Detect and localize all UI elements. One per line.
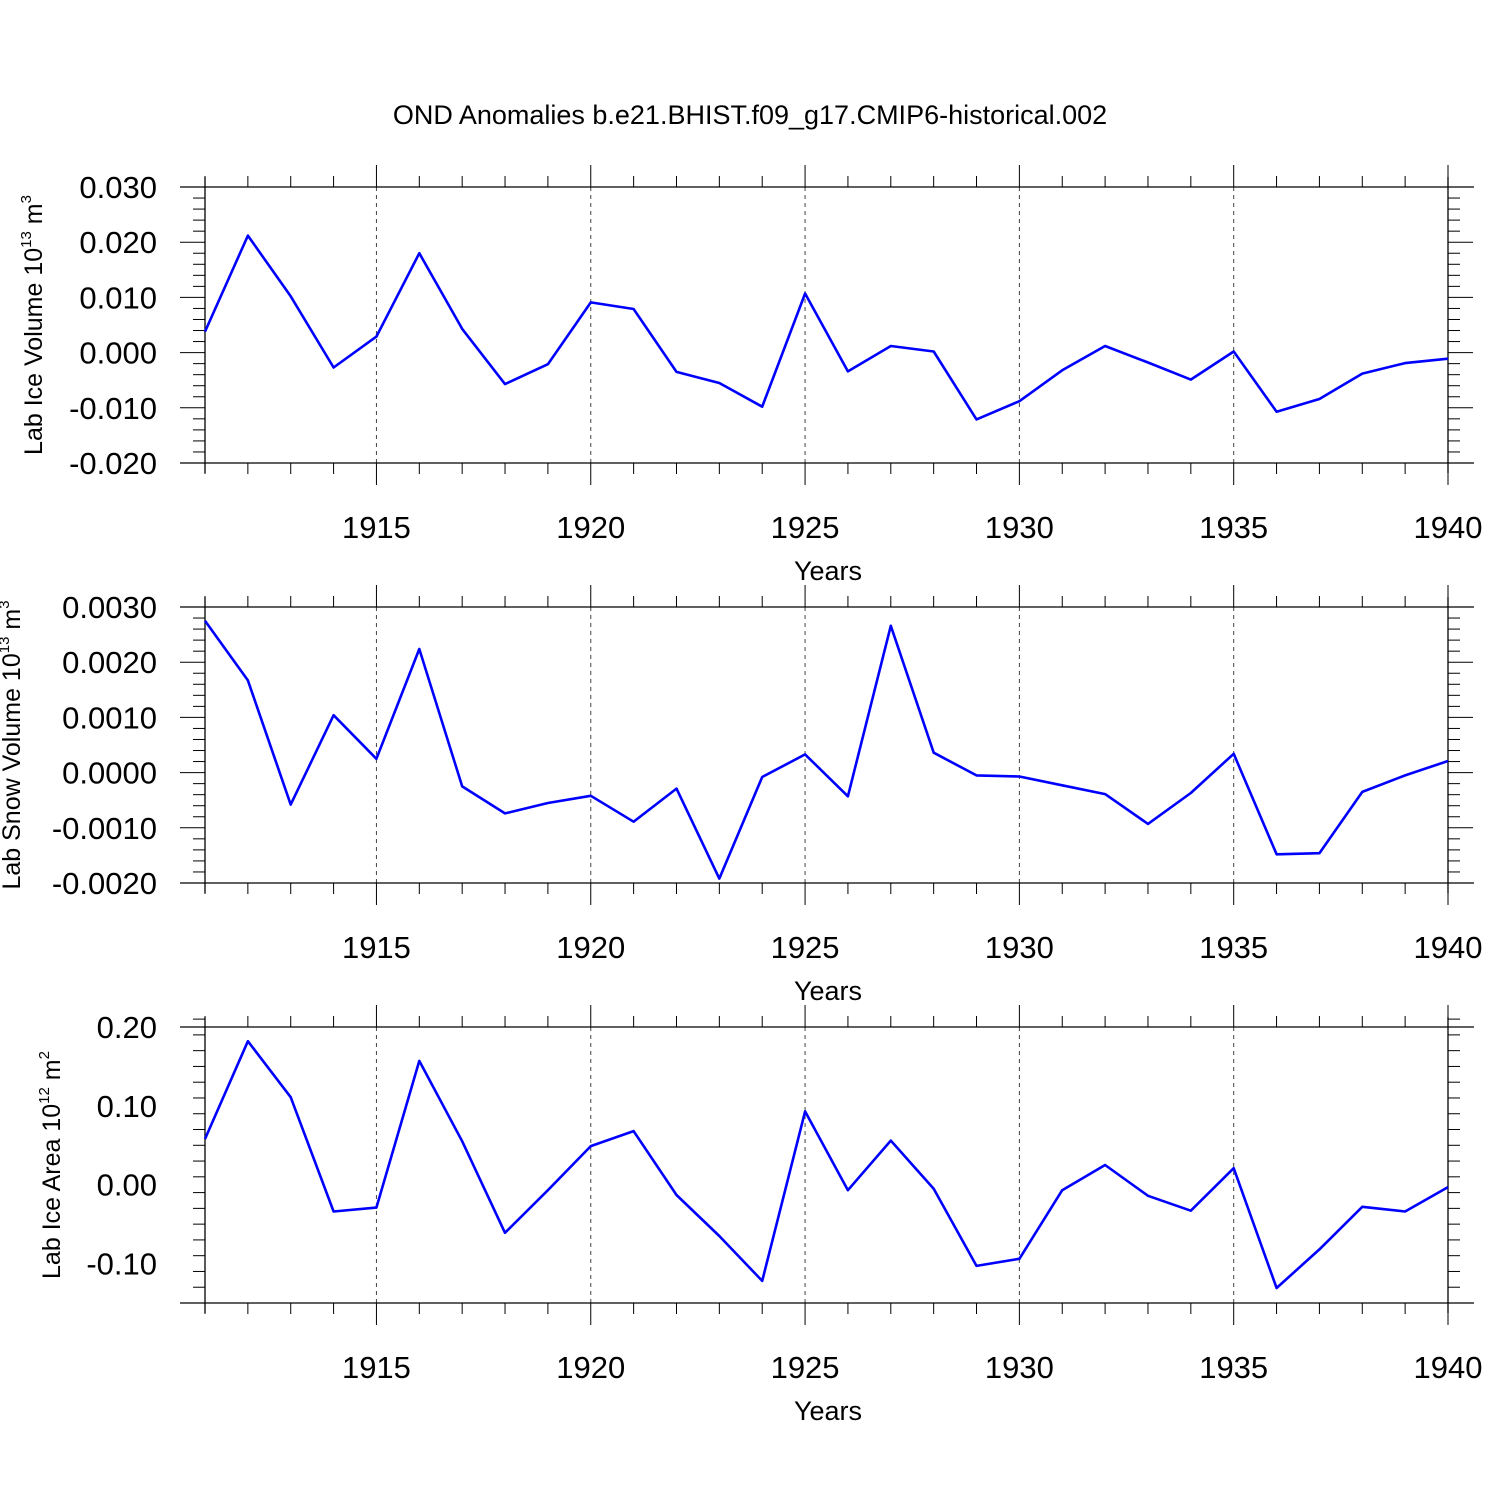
chart-ice-area-panel: -0.10 0.00 0.10 0.20 1915 1920 1925 1930 1935 194…	[36, 1005, 1482, 1426]
chart-ice-volume-x-tick-label: 1930	[985, 510, 1054, 545]
chart-ice-volume-y-tick-label: 0.030	[79, 170, 157, 205]
chart-ice-volume-x-axis-label: Years	[794, 556, 862, 586]
chart-ice-volume-y-tick-label: 0.000	[79, 336, 157, 371]
chart-ice-area-y-tick-label: 0.20	[97, 1010, 157, 1045]
chart-ice-area-x-tick-label: 1915	[342, 1350, 411, 1385]
chart-snow-volume-x-tick-label: 1925	[771, 930, 840, 965]
chart-ice-area-y-axis-label-part: Lab Ice Area 10	[38, 1104, 66, 1279]
chart-snow-volume-x-tick-label: 1935	[1199, 930, 1268, 965]
chart-ice-area-y-axis-label-part: 2	[36, 1051, 53, 1059]
chart-ice-area-y-tick-label: -0.10	[86, 1247, 157, 1282]
chart-snow-volume-y-axis-label-part: 3	[0, 600, 13, 608]
chart-snow-volume-y-axis-label-part: 13	[0, 637, 13, 654]
chart-snow-volume-y-axis-label-part: m	[0, 609, 26, 637]
chart-snow-volume-y-tick-label: 0.0010	[62, 700, 157, 735]
chart-ice-volume-y-axis-label-part: 3	[18, 195, 35, 203]
chart-ice-area-series-line	[203, 1039, 1449, 1290]
chart-ice-volume-y-tick-label: 0.020	[79, 225, 157, 260]
chart-ice-volume-x-tick-label: 1935	[1199, 510, 1268, 545]
chart-snow-volume-y-axis-label-part: Lab Snow Volume 10	[0, 653, 26, 889]
chart-snow-volume-y-tick-label: 0.0030	[62, 590, 157, 625]
chart-ice-volume-y-axis-label-part: m	[20, 203, 48, 231]
chart-snow-volume-panel: -0.0020 -0.0010 0.0000 0.0010 0.0020 0.0030 19…	[0, 585, 1482, 1006]
chart-ice-volume-y-axis-label-part: 13	[18, 231, 35, 248]
chart-ice-volume-series-line	[203, 234, 1449, 421]
chart-snow-volume-x-axis-label: Years	[794, 976, 862, 1006]
chart-ice-volume-x-tick-label: 1925	[771, 510, 840, 545]
chart-ice-area-x-tick-label: 1920	[556, 1350, 625, 1385]
chart-snow-volume-x-tick-label: 1940	[1414, 930, 1483, 965]
chart-snow-volume-y-tick-label: -0.0010	[52, 811, 157, 846]
chart-snow-volume-x-tick-label: 1920	[556, 930, 625, 965]
chart-ice-volume-y-axis-label-part: Lab Ice Volume 10	[20, 248, 48, 455]
chart-snow-volume-y-axis-label: Lab Snow Volume 1013 m3	[0, 600, 26, 889]
chart-ice-area-y-tick-label: 0.00	[97, 1168, 157, 1203]
panels-container: -0.020 -0.010 0.000 0.010 0.020 0.030 1915 1920…	[0, 165, 1482, 1426]
chart-ice-area-y-tick-label: 0.10	[97, 1089, 157, 1124]
chart-snow-volume-x-tick-label: 1930	[985, 930, 1054, 965]
chart-ice-volume-y-tick-label: -0.010	[69, 391, 157, 426]
chart-ice-volume-y-tick-label: 0.010	[79, 280, 157, 315]
chart-ice-area-x-tick-label: 1935	[1199, 1350, 1268, 1385]
chart-ice-area-x-tick-label: 1925	[771, 1350, 840, 1385]
chart-ice-volume-y-tick-label: -0.020	[69, 446, 157, 481]
chart-ice-volume-x-tick-label: 1920	[556, 510, 625, 545]
chart-ice-area-x-axis-label: Years	[794, 1396, 862, 1426]
figure-title: OND Anomalies b.e21.BHIST.f09_g17.CMIP6-…	[393, 100, 1107, 130]
chart-snow-volume-series-line	[203, 620, 1449, 880]
chart-snow-volume-y-tick-label: 0.0000	[62, 756, 157, 791]
chart-ice-area-y-axis-label-part: m	[38, 1059, 66, 1087]
chart-ice-area-y-axis-label: Lab Ice Area 1012 m2	[36, 1051, 66, 1279]
chart-ice-volume-x-tick-label: 1915	[342, 510, 411, 545]
chart-ice-volume-y-axis-label: Lab Ice Volume 1013 m3	[18, 195, 48, 455]
chart-ice-area-x-tick-label: 1940	[1414, 1350, 1483, 1385]
chart-ice-volume-x-tick-label: 1940	[1414, 510, 1483, 545]
chart-ice-volume-panel: -0.020 -0.010 0.000 0.010 0.020 0.030 1915 1920…	[18, 165, 1482, 586]
chart-snow-volume-y-tick-label: -0.0020	[52, 866, 157, 901]
chart-snow-volume-y-tick-label: 0.0020	[62, 645, 157, 680]
chart-snow-volume-x-tick-label: 1915	[342, 930, 411, 965]
chart-ice-area-x-tick-label: 1930	[985, 1350, 1054, 1385]
chart-ice-area-y-axis-label-part: 12	[36, 1087, 53, 1104]
